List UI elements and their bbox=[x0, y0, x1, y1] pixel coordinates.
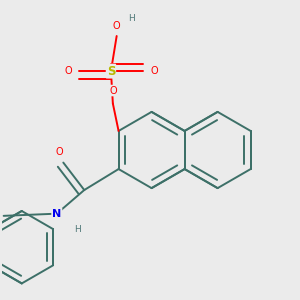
Text: O: O bbox=[56, 147, 63, 157]
Text: S: S bbox=[107, 64, 115, 78]
Text: O: O bbox=[109, 85, 117, 95]
Text: O: O bbox=[64, 66, 72, 76]
Text: O: O bbox=[113, 22, 121, 32]
Text: H: H bbox=[74, 225, 81, 234]
Text: N: N bbox=[52, 209, 62, 219]
Text: H: H bbox=[128, 14, 134, 23]
Text: O: O bbox=[150, 66, 158, 76]
